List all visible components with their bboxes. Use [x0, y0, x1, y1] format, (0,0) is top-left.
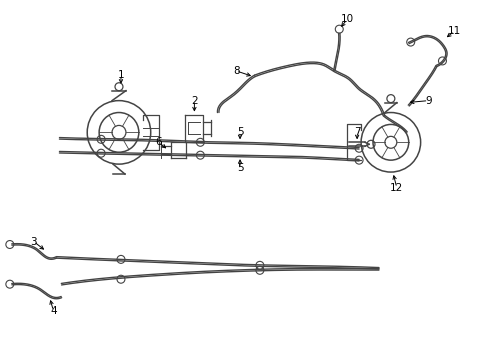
Text: 8: 8 [233, 66, 240, 76]
Text: 11: 11 [448, 26, 461, 36]
Text: 12: 12 [390, 183, 403, 193]
Text: 6: 6 [155, 137, 162, 147]
Text: 9: 9 [425, 96, 432, 105]
Text: 7: 7 [354, 127, 361, 138]
Text: 1: 1 [118, 70, 124, 80]
Text: 10: 10 [341, 14, 354, 24]
Text: 2: 2 [191, 96, 197, 105]
Text: 4: 4 [50, 306, 57, 316]
Text: 5: 5 [237, 163, 244, 173]
Text: 5: 5 [237, 127, 244, 138]
Text: 3: 3 [30, 237, 37, 247]
